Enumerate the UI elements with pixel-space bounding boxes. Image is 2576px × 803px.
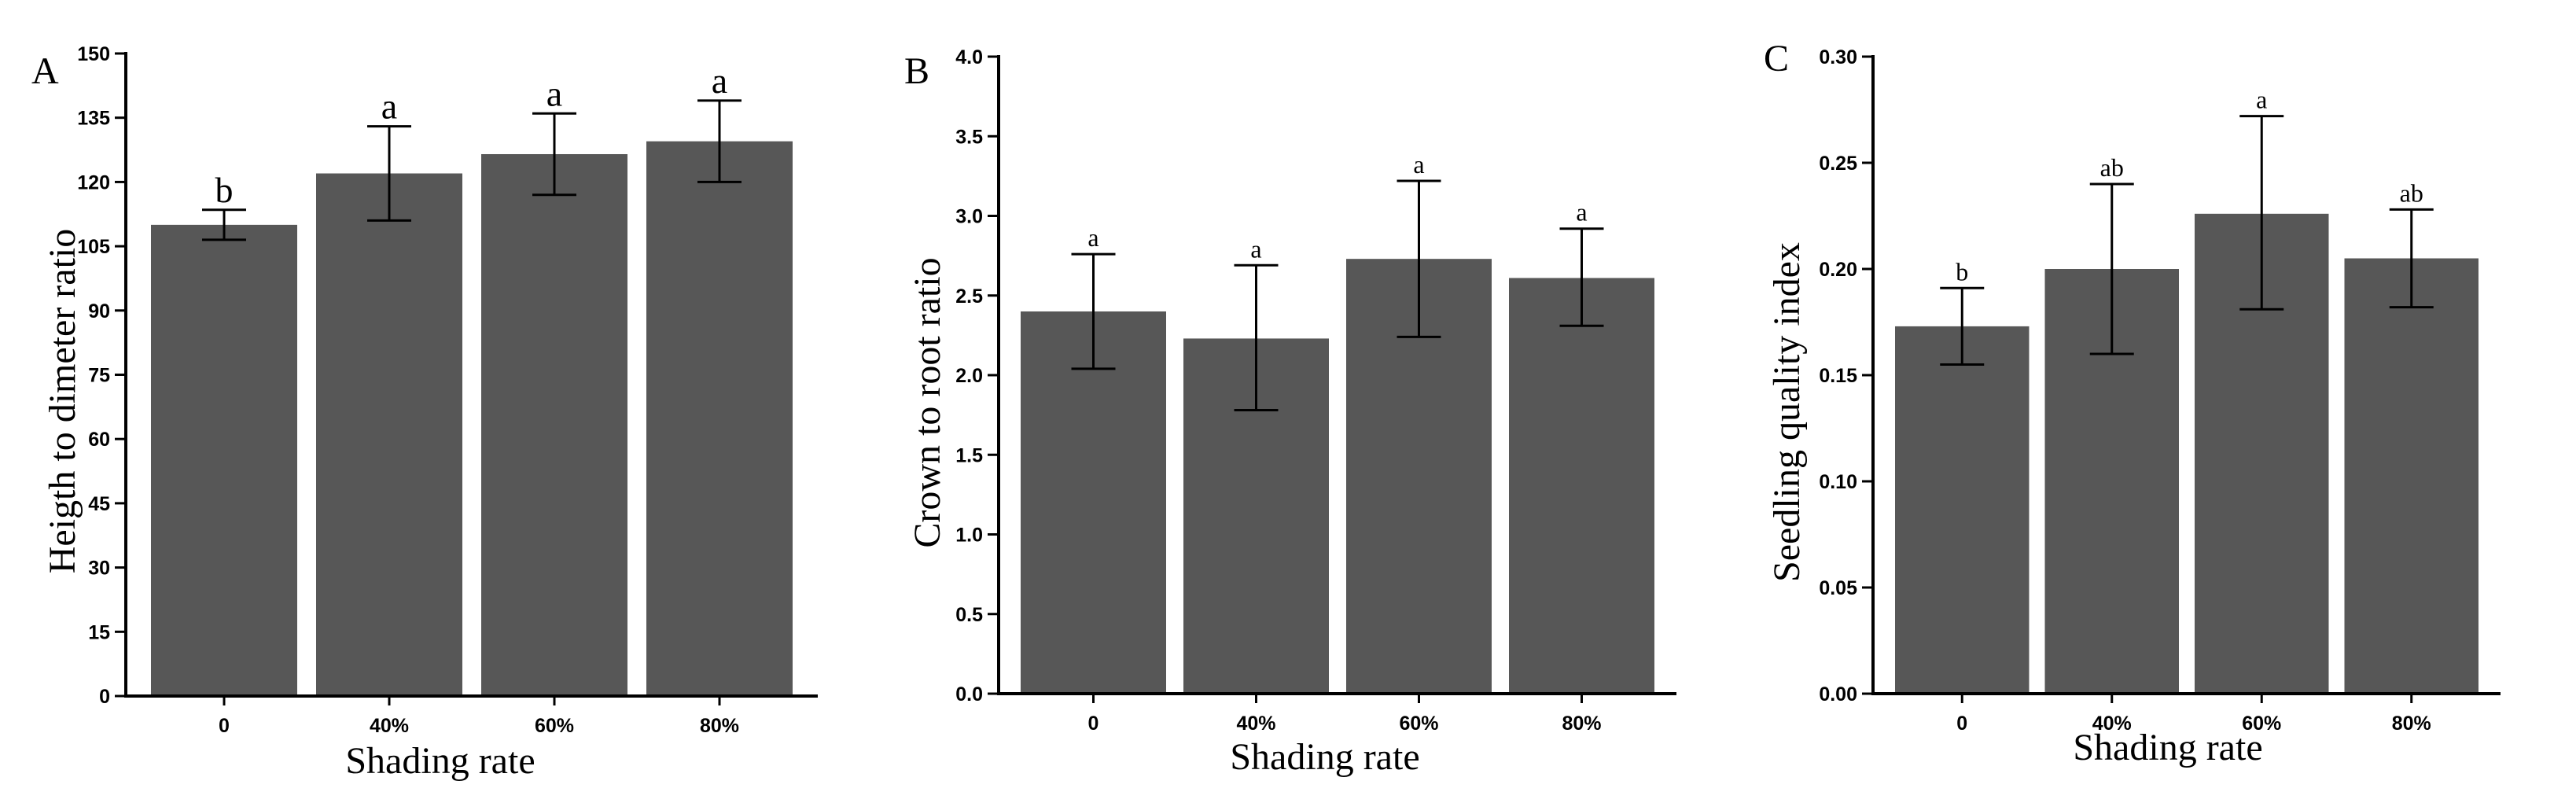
y-tick-label: 120 [77, 171, 110, 193]
y-tick-label: 0.05 [1819, 577, 1857, 599]
bar [151, 224, 297, 696]
bar [1509, 278, 1654, 694]
x-tick-label: 0 [1956, 713, 1967, 735]
y-tick-label: 2.5 [955, 285, 983, 308]
y-tick-label: 15 [88, 621, 110, 643]
error-bar [1071, 252, 1116, 370]
x-tick-label: 80% [700, 715, 739, 737]
bar [646, 141, 793, 696]
x-tick-label: 60% [535, 715, 574, 737]
error-bar [1559, 227, 1604, 327]
y-tick-label: 0.10 [1819, 471, 1857, 493]
plot-area: b a a a 0 15 30 45 60 75 90 105 120 135 150 0 40% 60% 80% [77, 43, 818, 737]
error-bar [532, 112, 576, 197]
chart-panel-b: B Crown to root ratio Shading rate a a a a 0… [904, 46, 1676, 778]
chart-panel-c: C Seedling quality index Shading rate b a… [1764, 38, 2501, 768]
y-tick-label: 1.5 [955, 444, 983, 466]
y-tick-label: 0 [99, 686, 110, 708]
y-tick-label: 0.20 [1819, 259, 1857, 281]
y-tick-label: 135 [77, 108, 110, 130]
y-tick-label: 2.0 [955, 365, 983, 387]
panel-label: A [31, 50, 59, 92]
bar [481, 153, 627, 696]
y-axis-label: Seedling quality index [1766, 242, 1808, 582]
y-tick-label: 60 [88, 429, 110, 451]
bar [1895, 326, 2030, 694]
error-bar [202, 208, 246, 241]
bar [316, 173, 462, 697]
x-axis-label: Shading rate [2073, 727, 2262, 768]
x-tick-label: 80% [1562, 713, 1601, 735]
panel-label: C [1764, 38, 1789, 79]
y-axis-label: Heigth to dimeter ratio [42, 229, 83, 574]
significance-label: a [1087, 223, 1098, 252]
y-tick-label: 150 [77, 43, 110, 65]
error-bar [1940, 286, 1985, 366]
significance-label: b [215, 170, 234, 210]
significance-label: a [1576, 198, 1587, 227]
error-bar [1234, 263, 1279, 412]
significance-label: a [1413, 150, 1424, 179]
y-tick-label: 0.0 [955, 683, 983, 705]
significance-label: a [2256, 86, 2267, 114]
x-tick-label: 80% [2392, 713, 2431, 735]
error-bar [2239, 115, 2284, 311]
x-tick-label: 40% [1236, 713, 1275, 735]
plot-area: a a a a 0.0 0.5 1.0 1.5 2.0 2.5 3.0 3.5 4.0 0 40% 60% 80… [955, 46, 1676, 735]
plot-area: b ab a ab 0.00 0.05 0.10 0.15 0.20 0.25 0.30 0 40% 60… [1819, 46, 2501, 735]
y-tick-label: 3.5 [955, 126, 983, 148]
x-tick-label: 40% [370, 715, 409, 737]
y-tick-label: 0.00 [1819, 683, 1857, 705]
panel-label: B [904, 50, 929, 92]
error-bar [2089, 182, 2134, 355]
y-tick-label: 75 [88, 365, 110, 387]
significance-label: b [1956, 257, 1968, 285]
x-tick-label: 40% [2092, 713, 2132, 735]
y-tick-label: 45 [88, 493, 110, 515]
y-axis-label: Crown to root ratio [907, 257, 948, 547]
y-tick-label: 1.0 [955, 525, 983, 547]
significance-label: ab [2100, 153, 2124, 182]
x-tick-label: 0 [219, 715, 230, 737]
x-axis-label: Shading rate [1230, 736, 1419, 778]
significance-label: a [712, 61, 727, 101]
significance-label: a [1250, 234, 1261, 263]
x-tick-label: 60% [2242, 713, 2281, 735]
error-bar [1397, 179, 1441, 338]
y-tick-label: 4.0 [955, 46, 983, 68]
x-axis-label: Shading rate [345, 740, 535, 782]
y-tick-label: 90 [88, 300, 110, 322]
error-bar [2389, 208, 2434, 309]
y-tick-label: 0.25 [1819, 153, 1857, 175]
bar [1021, 311, 1166, 694]
error-bar [697, 99, 742, 183]
significance-label: a [381, 87, 397, 127]
y-tick-label: 0.15 [1819, 365, 1857, 387]
bar [2344, 258, 2478, 694]
x-tick-label: 0 [1088, 713, 1099, 735]
error-bar [367, 125, 411, 222]
y-tick-label: 3.0 [955, 206, 983, 228]
chart-panel-a: A Heigth to dimeter ratio Shading rate b… [31, 43, 818, 782]
significance-label: a [546, 73, 562, 113]
y-tick-label: 0.30 [1819, 46, 1857, 68]
x-tick-label: 60% [1399, 713, 1438, 735]
y-tick-label: 30 [88, 558, 110, 580]
y-tick-label: 0.5 [955, 604, 983, 626]
significance-label: ab [2400, 179, 2423, 207]
y-tick-label: 105 [77, 236, 110, 258]
